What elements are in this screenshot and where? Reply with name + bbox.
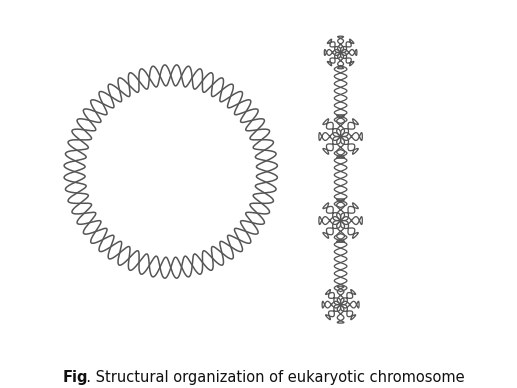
Text: . Structural organization of eukaryotic chromosome: . Structural organization of eukaryotic … [77, 370, 464, 385]
Text: Fig: Fig [62, 370, 88, 385]
